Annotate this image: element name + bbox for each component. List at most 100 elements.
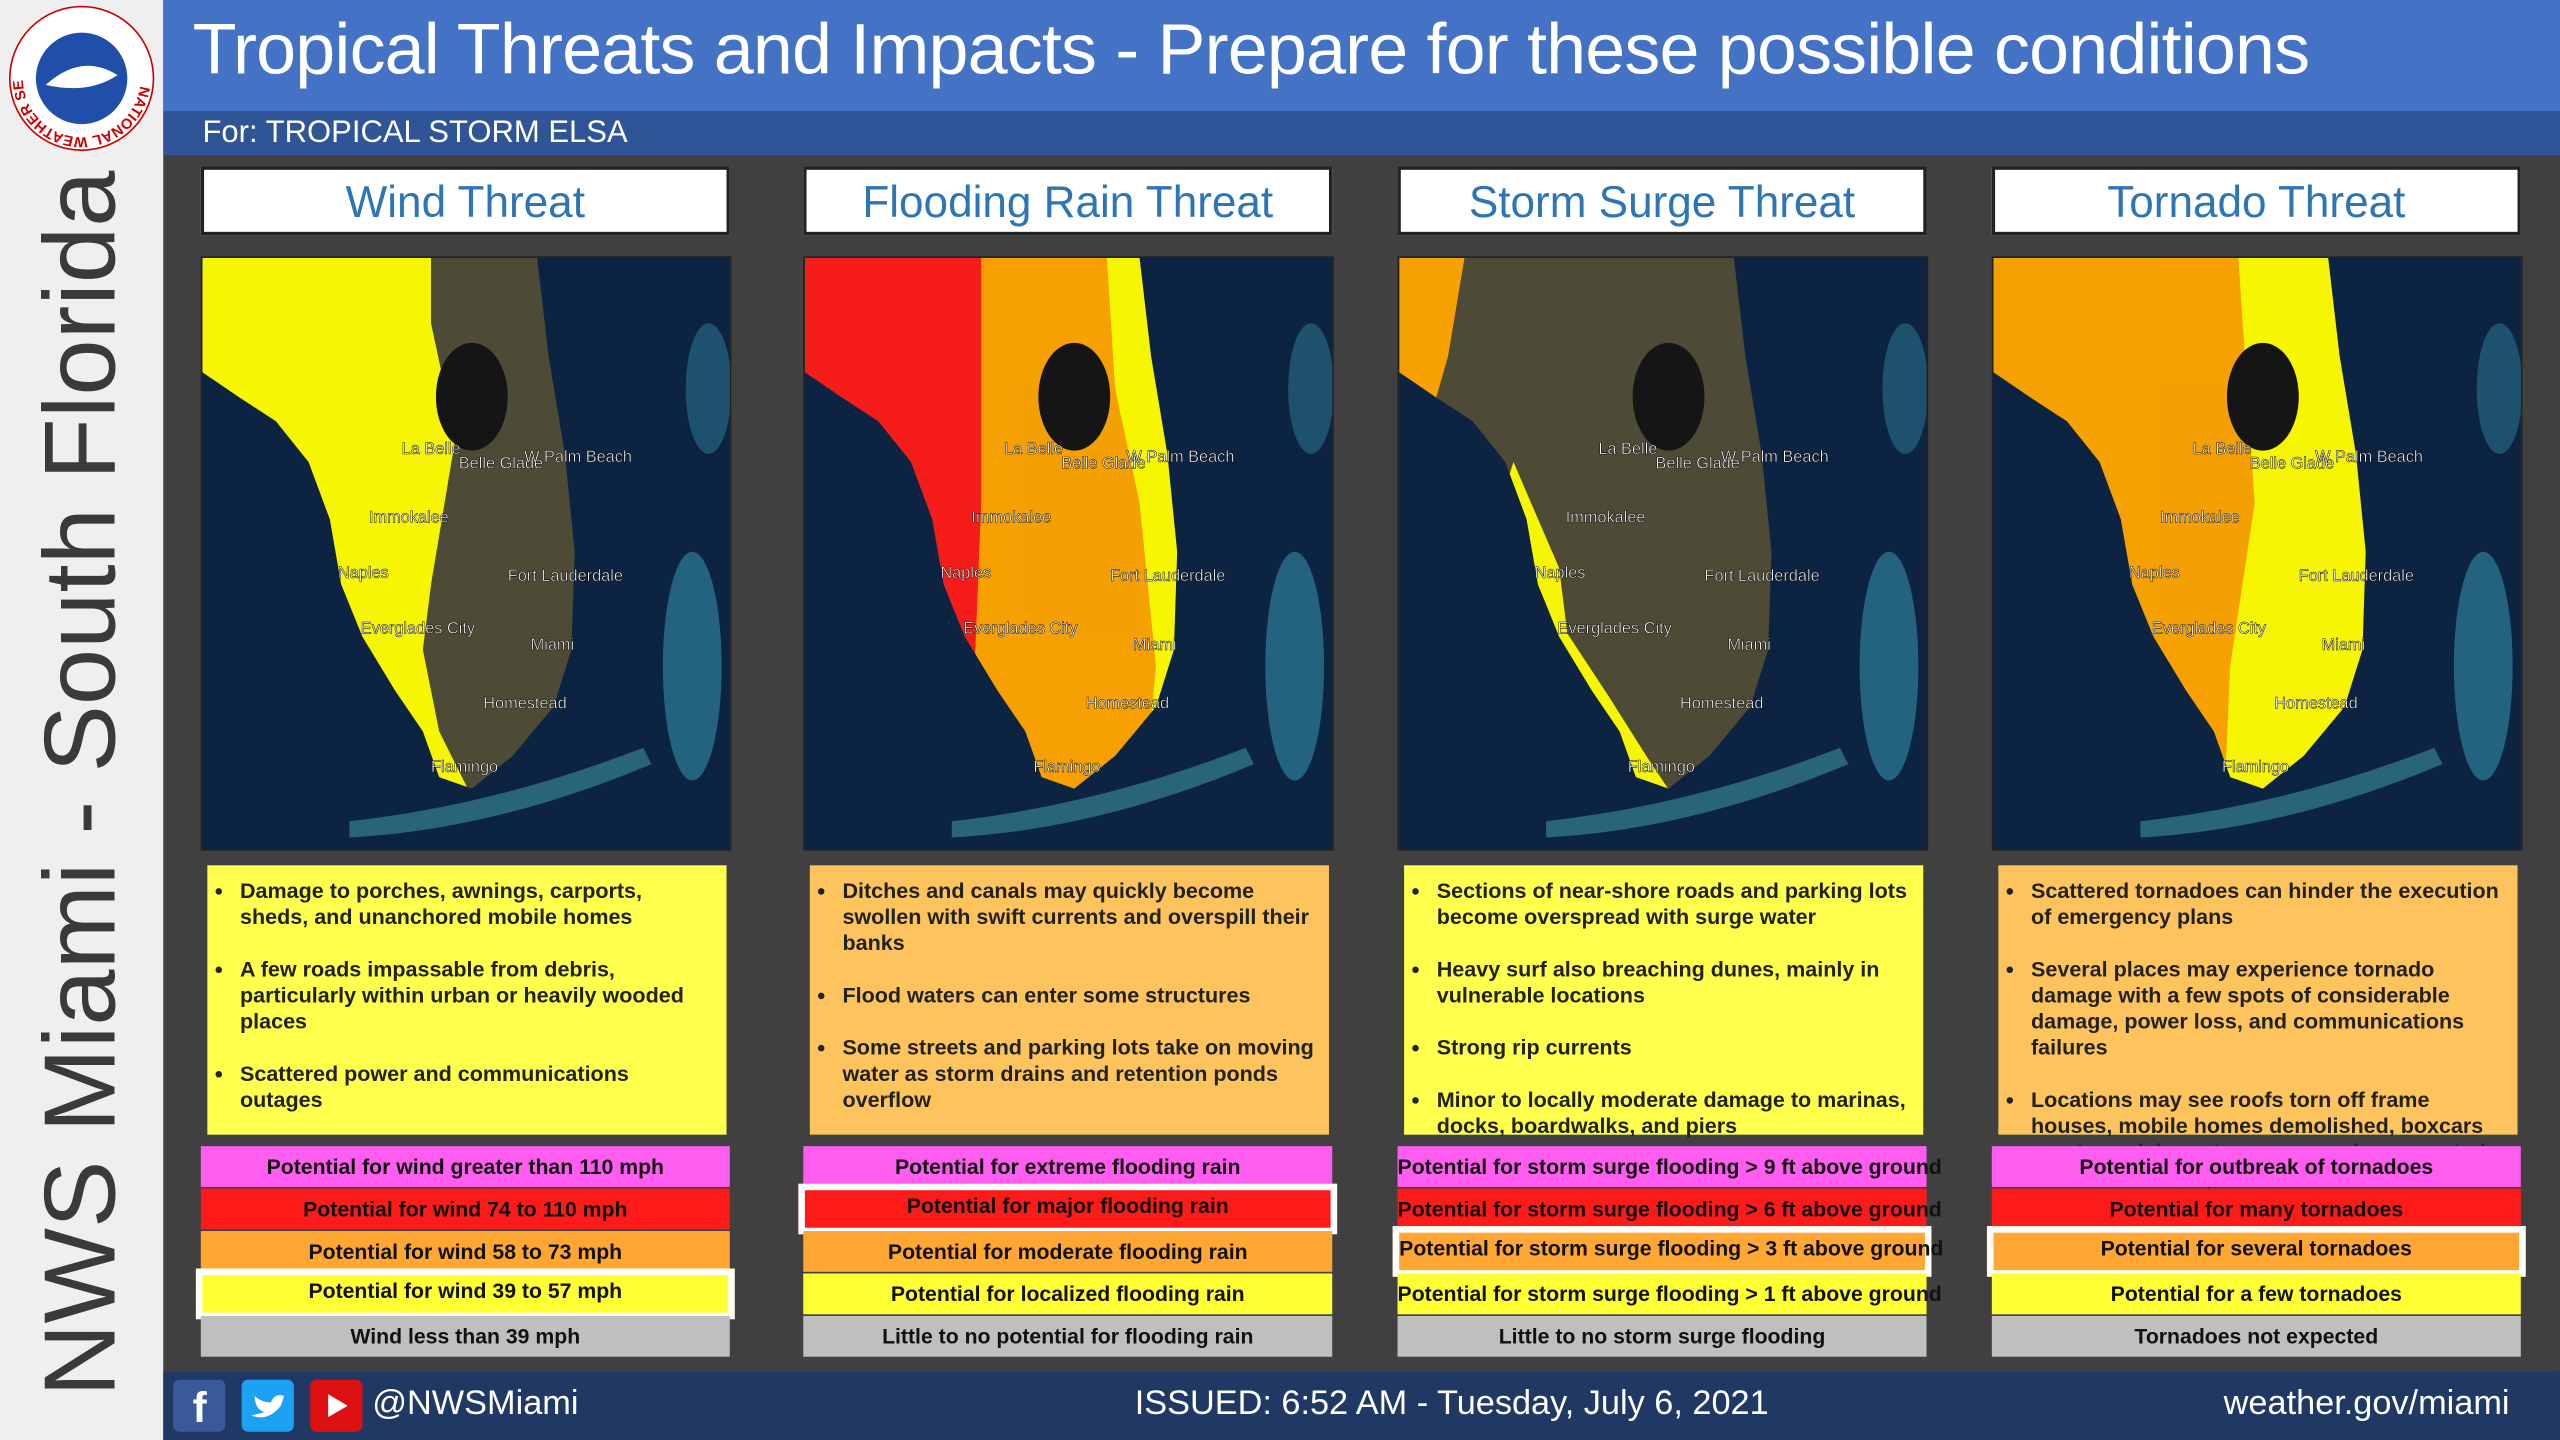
impact-item: Some streets and parking lots take on mo… xyxy=(842,1035,1315,1113)
city-label: Flamingo xyxy=(1628,758,1695,776)
city-label: Everglades City xyxy=(361,619,476,637)
panel-title: Flooding Rain Threat xyxy=(803,166,1333,236)
city-label: Everglades City xyxy=(963,619,1078,637)
issued: ISSUED: 6:52 AM - Tuesday, July 6, 2021 xyxy=(1134,1384,1769,1423)
city-label: Miami xyxy=(1727,636,1771,654)
shallows xyxy=(1288,323,1333,454)
threat-level: Potential for wind 74 to 110 mph xyxy=(200,1188,730,1230)
subtitle-band xyxy=(163,111,2560,156)
threat-level: Potential for major flooding rain xyxy=(798,1183,1338,1235)
threat-level: Potential for many tornadoes xyxy=(1991,1188,2521,1230)
city-label: W Palm Beach xyxy=(1127,448,1235,466)
title: Tropical Threats and Impacts - Prepare f… xyxy=(192,9,2310,90)
panel-title: Wind Threat xyxy=(200,166,730,236)
city-label: Homestead xyxy=(483,695,566,713)
city-label: Flamingo xyxy=(1033,758,1100,776)
city-label: La Belle xyxy=(2193,440,2252,458)
shallows xyxy=(685,323,730,454)
impact-item: Minor to locally moderate damage to mari… xyxy=(1437,1087,1910,1139)
city-label: Homestead xyxy=(1086,695,1169,713)
keys xyxy=(2140,747,2443,838)
threat-level: Little to no storm surge flooding xyxy=(1397,1315,1927,1357)
threat-level: Potential for storm surge flooding > 6 f… xyxy=(1397,1188,1942,1230)
impact-item: Sections of near-shore roads and parking… xyxy=(1437,878,1910,930)
impact-list: Ditches and canals may quickly become sw… xyxy=(816,878,1316,1113)
shallows xyxy=(1859,551,1919,781)
sidebar-text: NWS Miami - South Florida xyxy=(24,170,138,1397)
impact-box: Damage to porches, awnings, carports, sh… xyxy=(207,865,727,1135)
header-band xyxy=(163,0,2560,112)
city-label: Fort Lauderdale xyxy=(1110,567,1225,585)
city-label: W Palm Beach xyxy=(524,448,632,466)
panel-title: Tornado Threat xyxy=(1991,166,2521,236)
threat-level: Little to no potential for flooding rain xyxy=(803,1315,1333,1357)
impact-box: Ditches and canals may quickly become sw… xyxy=(809,865,1329,1135)
city-label: W Palm Beach xyxy=(2315,448,2423,466)
shallows xyxy=(1265,551,1325,781)
threat-level: Potential for localized flooding rain xyxy=(803,1273,1333,1315)
city-label: Naples xyxy=(940,564,991,582)
city-label: Miami xyxy=(1133,636,1177,654)
impact-list: Damage to porches, awnings, carports, sh… xyxy=(214,878,714,1113)
impact-item: Ditches and canals may quickly become sw… xyxy=(842,878,1315,956)
city-label: Everglades City xyxy=(1558,619,1673,637)
threat-level: Potential for moderate flooding rain xyxy=(803,1231,1333,1272)
city-label: La Belle xyxy=(1598,440,1657,458)
city-label: Flamingo xyxy=(2222,758,2289,776)
city-label: La Belle xyxy=(402,440,461,458)
city-label: Homestead xyxy=(2274,695,2357,713)
threat-zone xyxy=(1500,462,1674,789)
nws-logo: NATIONAL WEATHER SERVICE xyxy=(7,3,155,152)
keys xyxy=(1546,747,1849,838)
impact-item: A few roads impassable from debris, part… xyxy=(240,957,713,1035)
shallows xyxy=(1882,323,1927,454)
city-label: La Belle xyxy=(1004,440,1063,458)
city-label: Immokalee xyxy=(2160,508,2240,526)
threat-level: Potential for wind greater than 110 mph xyxy=(200,1146,730,1187)
threat-zone xyxy=(1399,257,1465,414)
city-label: Belle Glade xyxy=(1656,455,1740,473)
threat-level: Potential for storm surge flooding > 9 f… xyxy=(1397,1146,1942,1187)
impact-item: Several places may experience tornado da… xyxy=(2031,957,2504,1061)
city-label: Immokalee xyxy=(971,508,1051,526)
city-label: Naples xyxy=(2129,564,2180,582)
impact-item: Flood waters can enter some structures xyxy=(842,983,1315,1009)
threat-level: Wind less than 39 mph xyxy=(200,1315,730,1357)
threat-level: Potential for a few tornadoes xyxy=(1991,1273,2521,1315)
subtitle: For: TROPICAL STORM ELSA xyxy=(202,115,628,151)
panel-title: Storm Surge Threat xyxy=(1397,166,1927,236)
city-label: Belle Glade xyxy=(1061,455,1145,473)
impact-item: Damage to porches, awnings, carports, sh… xyxy=(240,878,713,930)
impact-box: Sections of near-shore roads and parking… xyxy=(1404,865,1924,1138)
threat-level: Potential for storm surge flooding > 1 f… xyxy=(1397,1273,1942,1315)
keys xyxy=(951,747,1254,838)
city-label: Homestead xyxy=(1680,695,1763,713)
threat-zones xyxy=(1399,257,1674,789)
impact-item: Scattered power and communications outag… xyxy=(240,1061,713,1113)
threat-level: Potential for several tornadoes xyxy=(1986,1226,2526,1277)
lake xyxy=(435,342,508,451)
footer xyxy=(163,1371,2560,1440)
lake xyxy=(2226,342,2299,451)
social-icons: f xyxy=(173,1379,363,1432)
threat-level: Potential for wind 39 to 57 mph xyxy=(195,1268,735,1320)
shallows xyxy=(2453,551,2513,781)
city-label: Belle Glade xyxy=(459,455,543,473)
city-label: Miami xyxy=(531,636,575,654)
impact-box: Scattered tornadoes can hinder the execu… xyxy=(1998,865,2518,1216)
shallows xyxy=(2476,323,2521,454)
city-label: Fort Lauderdale xyxy=(1704,567,1819,585)
social-handle: @NWSMiami xyxy=(372,1384,579,1423)
city-label: W Palm Beach xyxy=(1721,448,1829,466)
threat-level: Potential for wind 58 to 73 mph xyxy=(200,1231,730,1272)
keys xyxy=(349,747,652,838)
threat-level: Tornadoes not expected xyxy=(1991,1315,2521,1357)
threat-level: Potential for outbreak of tornadoes xyxy=(1991,1146,2521,1187)
impact-item: Scattered tornadoes can hinder the execu… xyxy=(2031,878,2504,930)
city-label: Everglades City xyxy=(2152,619,2267,637)
